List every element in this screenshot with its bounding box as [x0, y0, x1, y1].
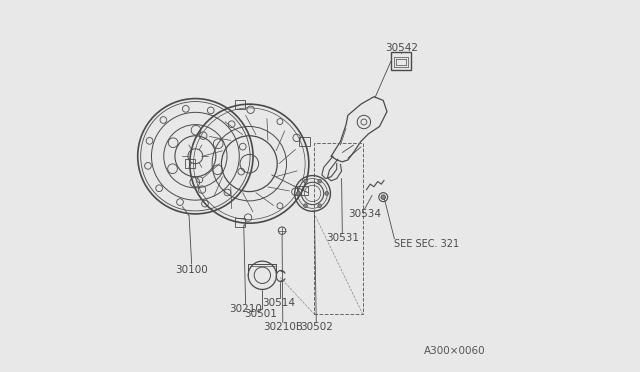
Circle shape	[381, 195, 385, 199]
Text: 30210: 30210	[229, 304, 262, 314]
Text: SEE SEC. 321: SEE SEC. 321	[394, 239, 460, 248]
Text: 30531: 30531	[326, 233, 359, 243]
Bar	[391, 52, 412, 70]
Circle shape	[296, 192, 300, 195]
Bar	[314, 143, 363, 314]
Text: 30514: 30514	[262, 298, 296, 308]
Text: 30210B: 30210B	[263, 323, 303, 332]
Text: 30501: 30501	[244, 310, 277, 319]
Text: A300×0060: A300×0060	[424, 346, 486, 356]
Circle shape	[325, 192, 328, 195]
Text: 30534: 30534	[348, 209, 381, 219]
Circle shape	[303, 204, 307, 208]
Circle shape	[303, 179, 307, 183]
Circle shape	[318, 179, 321, 183]
Text: 30100: 30100	[175, 265, 208, 275]
Text: 30502: 30502	[300, 323, 333, 332]
Circle shape	[318, 204, 321, 208]
Text: 30542: 30542	[385, 44, 419, 53]
